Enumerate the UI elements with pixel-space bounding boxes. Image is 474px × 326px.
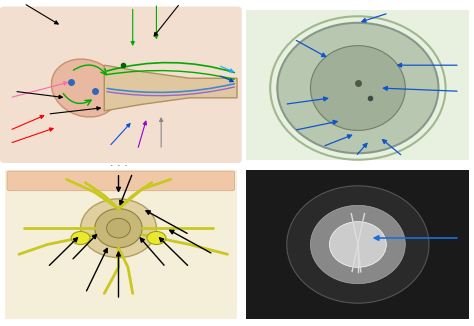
FancyBboxPatch shape (7, 171, 235, 191)
Ellipse shape (277, 23, 438, 153)
Ellipse shape (147, 231, 166, 244)
Ellipse shape (329, 222, 386, 267)
Ellipse shape (107, 218, 130, 238)
Ellipse shape (310, 46, 405, 130)
FancyBboxPatch shape (5, 170, 237, 319)
Ellipse shape (310, 205, 405, 284)
Ellipse shape (51, 59, 119, 117)
Ellipse shape (95, 209, 142, 248)
FancyBboxPatch shape (0, 7, 242, 163)
FancyBboxPatch shape (246, 170, 469, 319)
Ellipse shape (287, 186, 429, 303)
Text: · · ·: · · · (109, 161, 128, 171)
Ellipse shape (81, 199, 156, 258)
PathPatch shape (104, 65, 237, 111)
FancyBboxPatch shape (246, 10, 469, 160)
Ellipse shape (71, 231, 90, 244)
